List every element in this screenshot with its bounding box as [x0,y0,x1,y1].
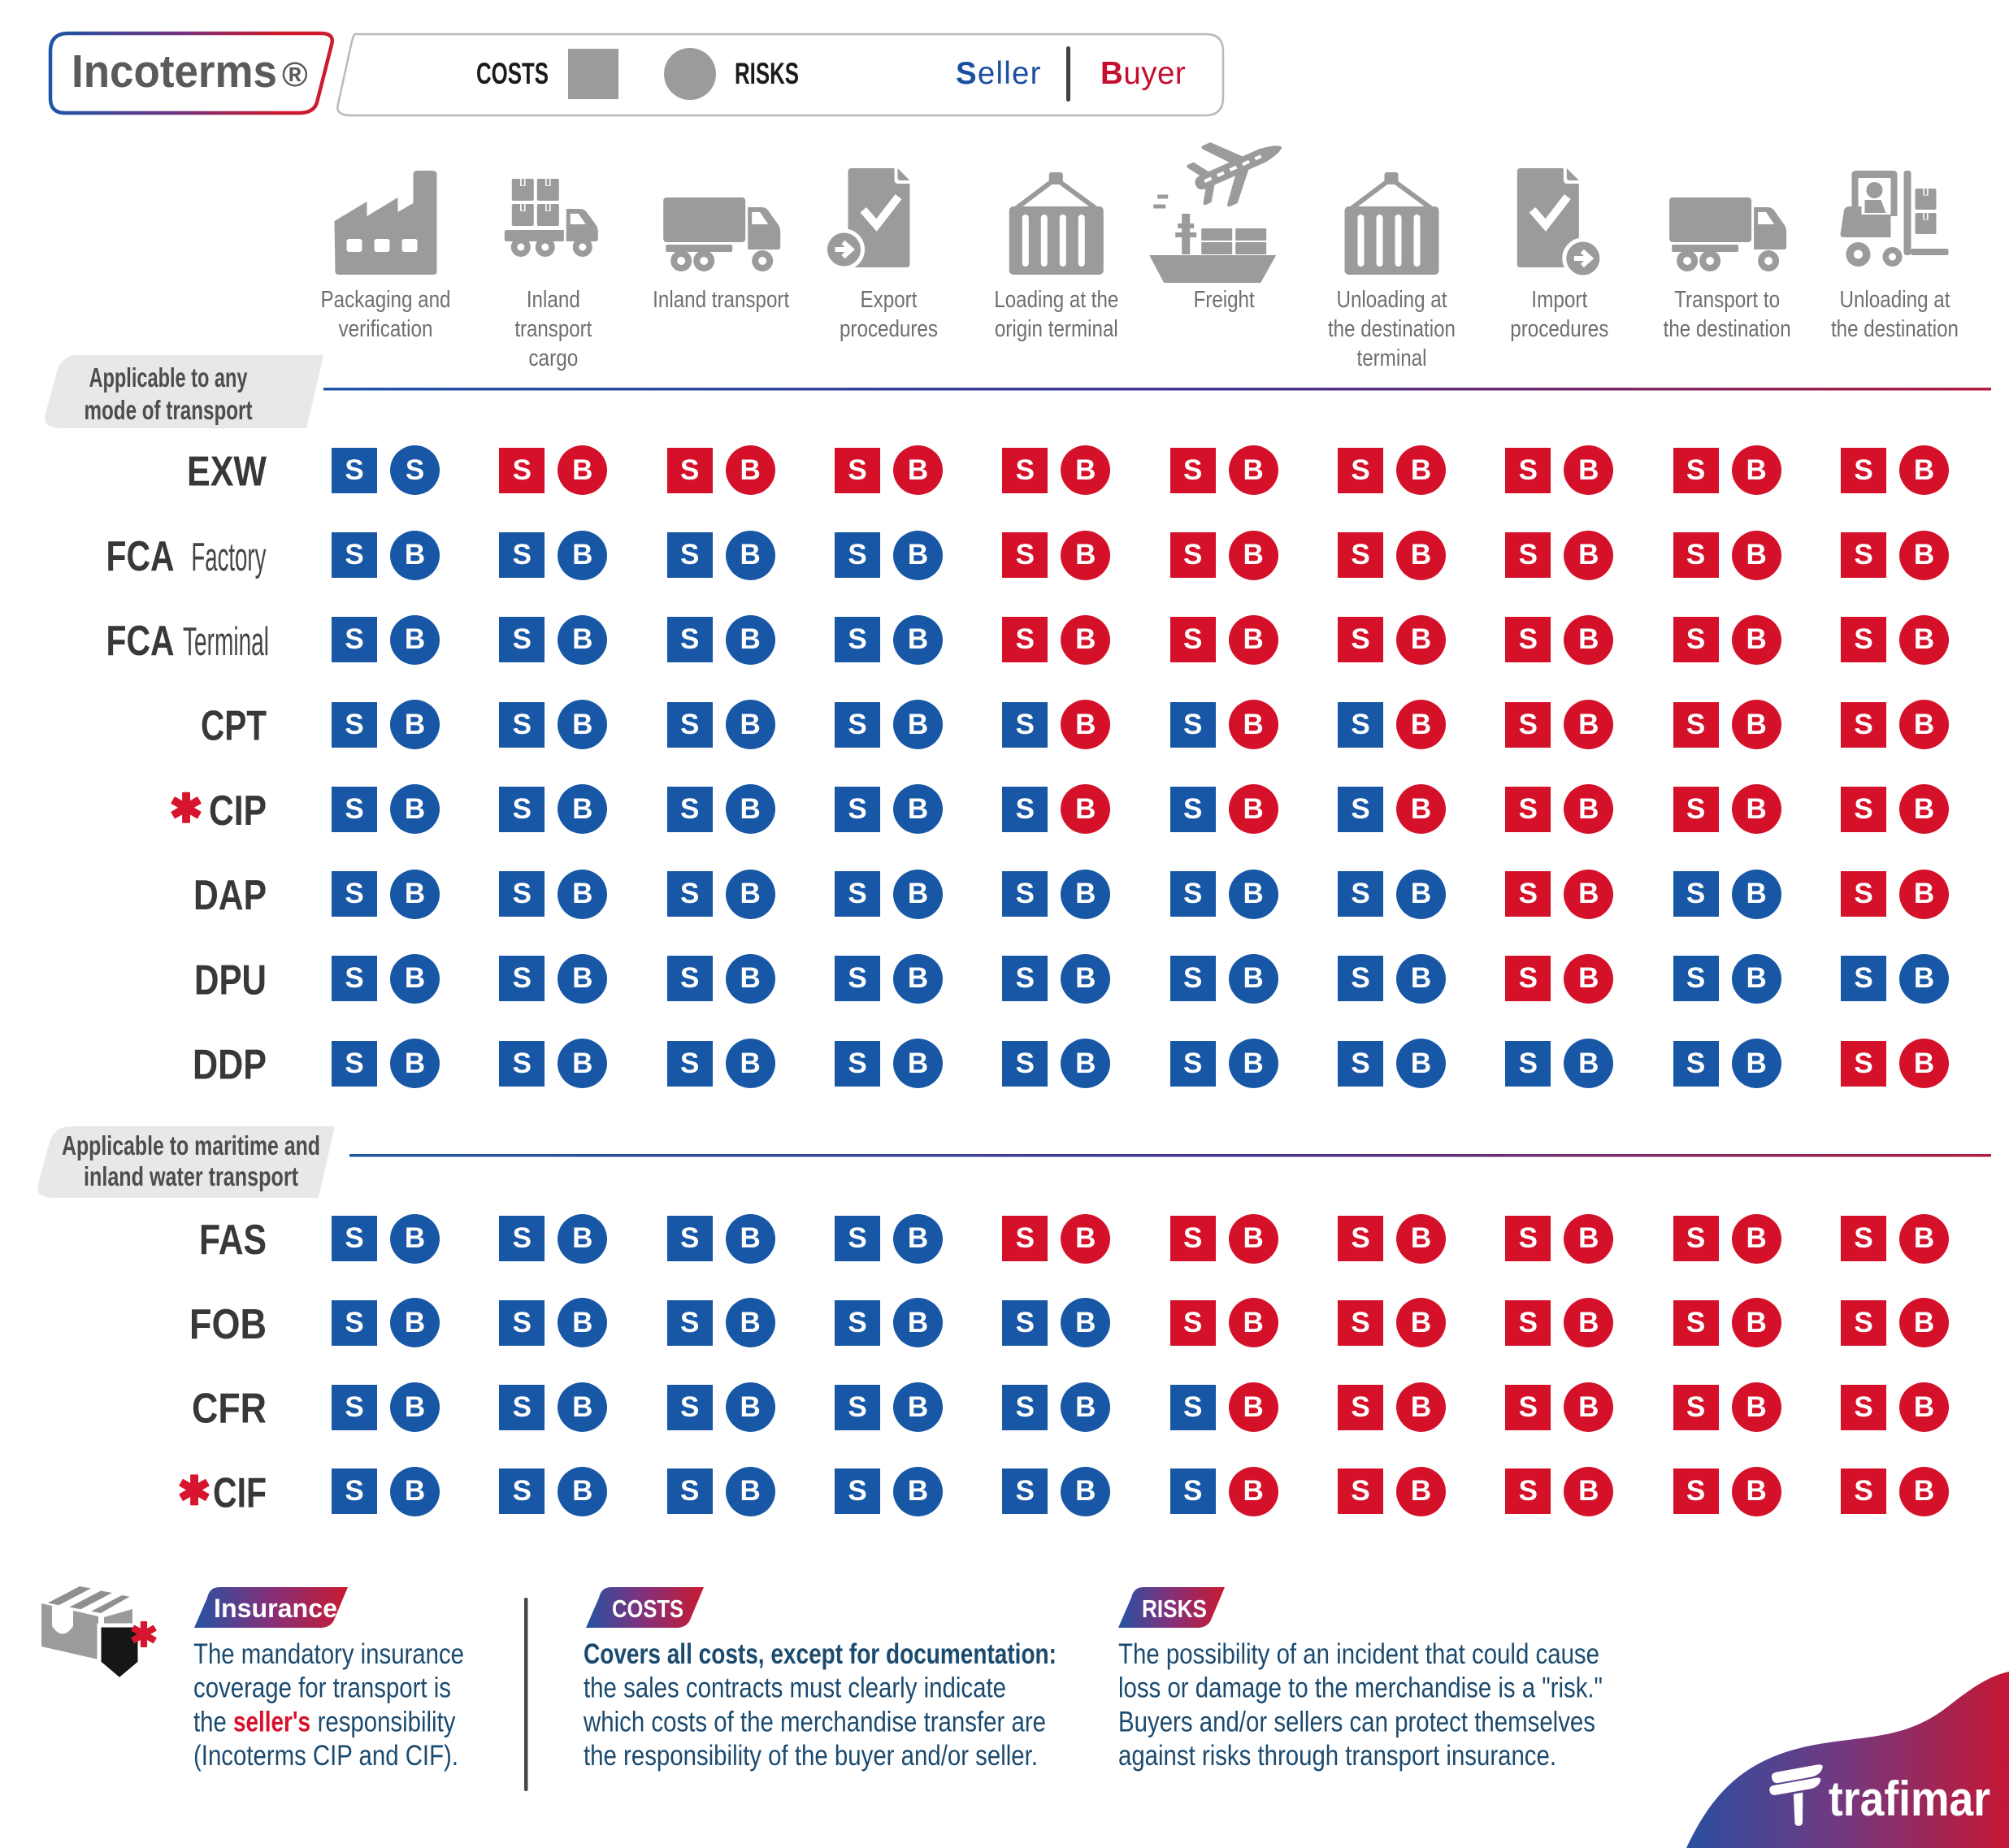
svg-text:coverage for transport is: coverage for transport is [193,1672,451,1704]
svg-text:the destination: the destination [1328,316,1456,342]
svg-text:DDP: DDP [193,1041,267,1088]
svg-text:terminal: terminal [1356,345,1426,371]
svg-text:the sales contracts must clear: the sales contracts must clearly indicat… [584,1672,1006,1704]
svg-text:origin terminal: origin terminal [995,316,1118,342]
svg-text:CIF: CIF [213,1468,267,1516]
svg-text:Incoterms: Incoterms [72,46,277,98]
svg-text:Inland transport: Inland transport [653,287,789,313]
svg-text:RISKS: RISKS [735,56,799,90]
svg-text:CIP: CIP [209,787,267,834]
svg-text:the destination: the destination [1831,316,1959,342]
svg-text:FOB: FOB [189,1300,267,1347]
svg-text:FCA: FCA [106,617,175,664]
svg-text:Terminal: Terminal [183,620,269,664]
svg-text:Export: Export [860,287,917,313]
svg-text:COSTS: COSTS [612,1594,683,1623]
svg-text:DPU: DPU [194,956,267,1003]
svg-text:Loading at the: Loading at the [994,287,1118,313]
svg-text:EXW: EXW [187,448,267,495]
svg-text:FCA: FCA [106,532,175,579]
svg-text:(Incoterms CIP and CIF).: (Incoterms CIP and CIF). [193,1740,458,1772]
svg-text:FAS: FAS [199,1216,267,1263]
svg-text:CFR: CFR [192,1385,267,1432]
svg-text:cargo: cargo [528,345,578,371]
svg-text:Freight: Freight [1194,287,1255,313]
svg-text:trafimar: trafimar [1829,1772,1990,1826]
svg-text:Applicable to any: Applicable to any [89,362,248,393]
svg-text:The mandatory insurance: The mandatory insurance [193,1638,464,1670]
svg-text:inland water transport: inland water transport [84,1161,298,1191]
svg-text:Covers all costs, except for d: Covers all costs, except for documentati… [584,1638,1057,1670]
svg-text:DAP: DAP [193,871,267,918]
svg-text:Unloading at: Unloading at [1336,287,1447,313]
svg-text:verification: verification [339,316,433,342]
svg-text:Seller: Seller [956,56,1042,91]
svg-text:Transport to: Transport to [1674,287,1780,313]
svg-text:the destination: the destination [1664,316,1791,342]
svg-text:RISKS: RISKS [1142,1594,1207,1623]
svg-text:procedures: procedures [1510,316,1608,342]
svg-text:Applicable to maritime and: Applicable to maritime and [62,1130,320,1160]
svg-text:the: the [193,1706,233,1737]
svg-text:transport: transport [514,316,592,342]
svg-text:loss or damage to the merchand: loss or damage to the merchandise is a "… [1118,1672,1603,1704]
svg-text:Insurance: Insurance [214,1594,337,1623]
svg-text:the responsibility of the buye: the responsibility of the buyer and/or s… [584,1740,1038,1772]
svg-text:Buyers and/or sellers can prot: Buyers and/or sellers can protect themse… [1118,1706,1595,1737]
svg-text:COSTS: COSTS [476,56,549,90]
svg-text:which costs of the merchandise: which costs of the merchandise transfer … [583,1706,1046,1737]
svg-text:seller's: seller's [233,1706,310,1737]
svg-text:®: ® [282,55,308,94]
svg-text:Packaging and: Packaging and [321,287,451,313]
svg-text:procedures: procedures [840,316,938,342]
svg-text:mode of transport: mode of transport [85,395,253,425]
svg-text:CPT: CPT [201,702,267,749]
svg-text:Inland: Inland [527,287,580,313]
svg-text:The possibility of an incident: The possibility of an incident that coul… [1118,1638,1599,1670]
svg-text:against risks through transpor: against risks through transport insuranc… [1118,1740,1556,1772]
svg-text:Import: Import [1531,287,1587,313]
svg-text:Factory: Factory [191,536,266,579]
svg-text:Buyer: Buyer [1100,56,1186,91]
svg-text:Unloading at: Unloading at [1839,287,1950,313]
svg-text:responsibility: responsibility [310,1706,455,1737]
